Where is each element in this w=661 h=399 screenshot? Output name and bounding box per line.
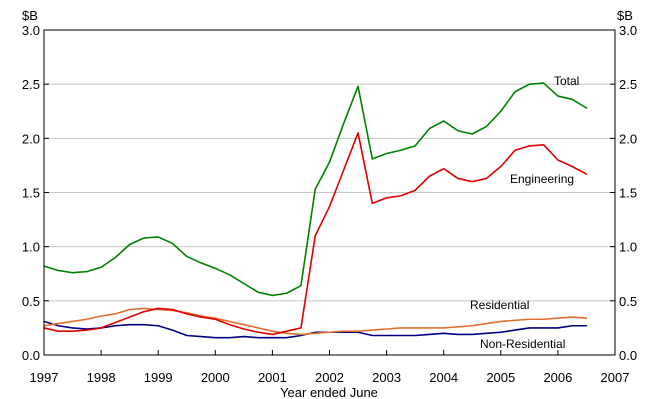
y-tick-label: 1.5: [619, 186, 637, 201]
series-lines: [43, 82, 588, 339]
left-y-tick-labels: 0.0 0.5 1.0 1.5 2.0 2.5 3.0: [22, 23, 40, 363]
series-label-residential: Residential: [470, 298, 529, 312]
y-tick-label: 1.0: [22, 240, 40, 255]
series-line-total: [43, 82, 588, 297]
y-tick-label: 0.5: [22, 294, 40, 309]
gridlines: [44, 83, 615, 302]
x-tick-label: 2006: [543, 370, 572, 385]
y-tick-label: 2.5: [619, 77, 637, 92]
series-line-residential: [43, 307, 588, 336]
y-tick-label: 3.0: [619, 23, 637, 38]
series-label-engineering: Engineering: [510, 172, 574, 186]
y-tick-label: 0.0: [22, 348, 40, 363]
x-axis-title: Year ended June: [280, 385, 378, 399]
x-tick-label: 2003: [372, 370, 401, 385]
series-label-total: Total: [554, 74, 579, 88]
y-tick-label: 1.0: [619, 240, 637, 255]
x-tick-label: 1999: [144, 370, 173, 385]
series-label-non-residential: Non-Residential: [480, 337, 565, 351]
y-tick-label: 2.5: [22, 77, 40, 92]
right-y-unit-label: $B: [617, 8, 633, 23]
y-tick-label: 0.0: [619, 348, 637, 363]
x-tick-label: 2001: [258, 370, 287, 385]
x-tick-labels: 1997 1998 1999 2000 2001 2002 2003 2004 2005 2006…: [30, 370, 630, 385]
y-tick-label: 1.5: [22, 186, 40, 201]
x-tick-label: 2004: [429, 370, 458, 385]
x-tick-label: 2005: [486, 370, 515, 385]
x-tick-label: 1997: [30, 370, 59, 385]
x-tick-label: 2007: [601, 370, 630, 385]
y-tick-label: 2.0: [619, 131, 637, 146]
x-tick-label: 2000: [201, 370, 230, 385]
y-tick-label: 0.5: [619, 294, 637, 309]
y-tick-label: 2.0: [22, 131, 40, 146]
y-tick-label: 3.0: [22, 23, 40, 38]
right-y-tick-labels: 0.0 0.5 1.0 1.5 2.0 2.5 3.0: [619, 23, 637, 363]
axis-ticks: [43, 29, 616, 356]
series-line-non-residential: [43, 320, 588, 339]
series-line-engineering: [43, 132, 588, 336]
left-y-unit-label: $B: [22, 8, 38, 23]
x-tick-label: 1998: [87, 370, 116, 385]
x-tick-label: 2002: [315, 370, 344, 385]
